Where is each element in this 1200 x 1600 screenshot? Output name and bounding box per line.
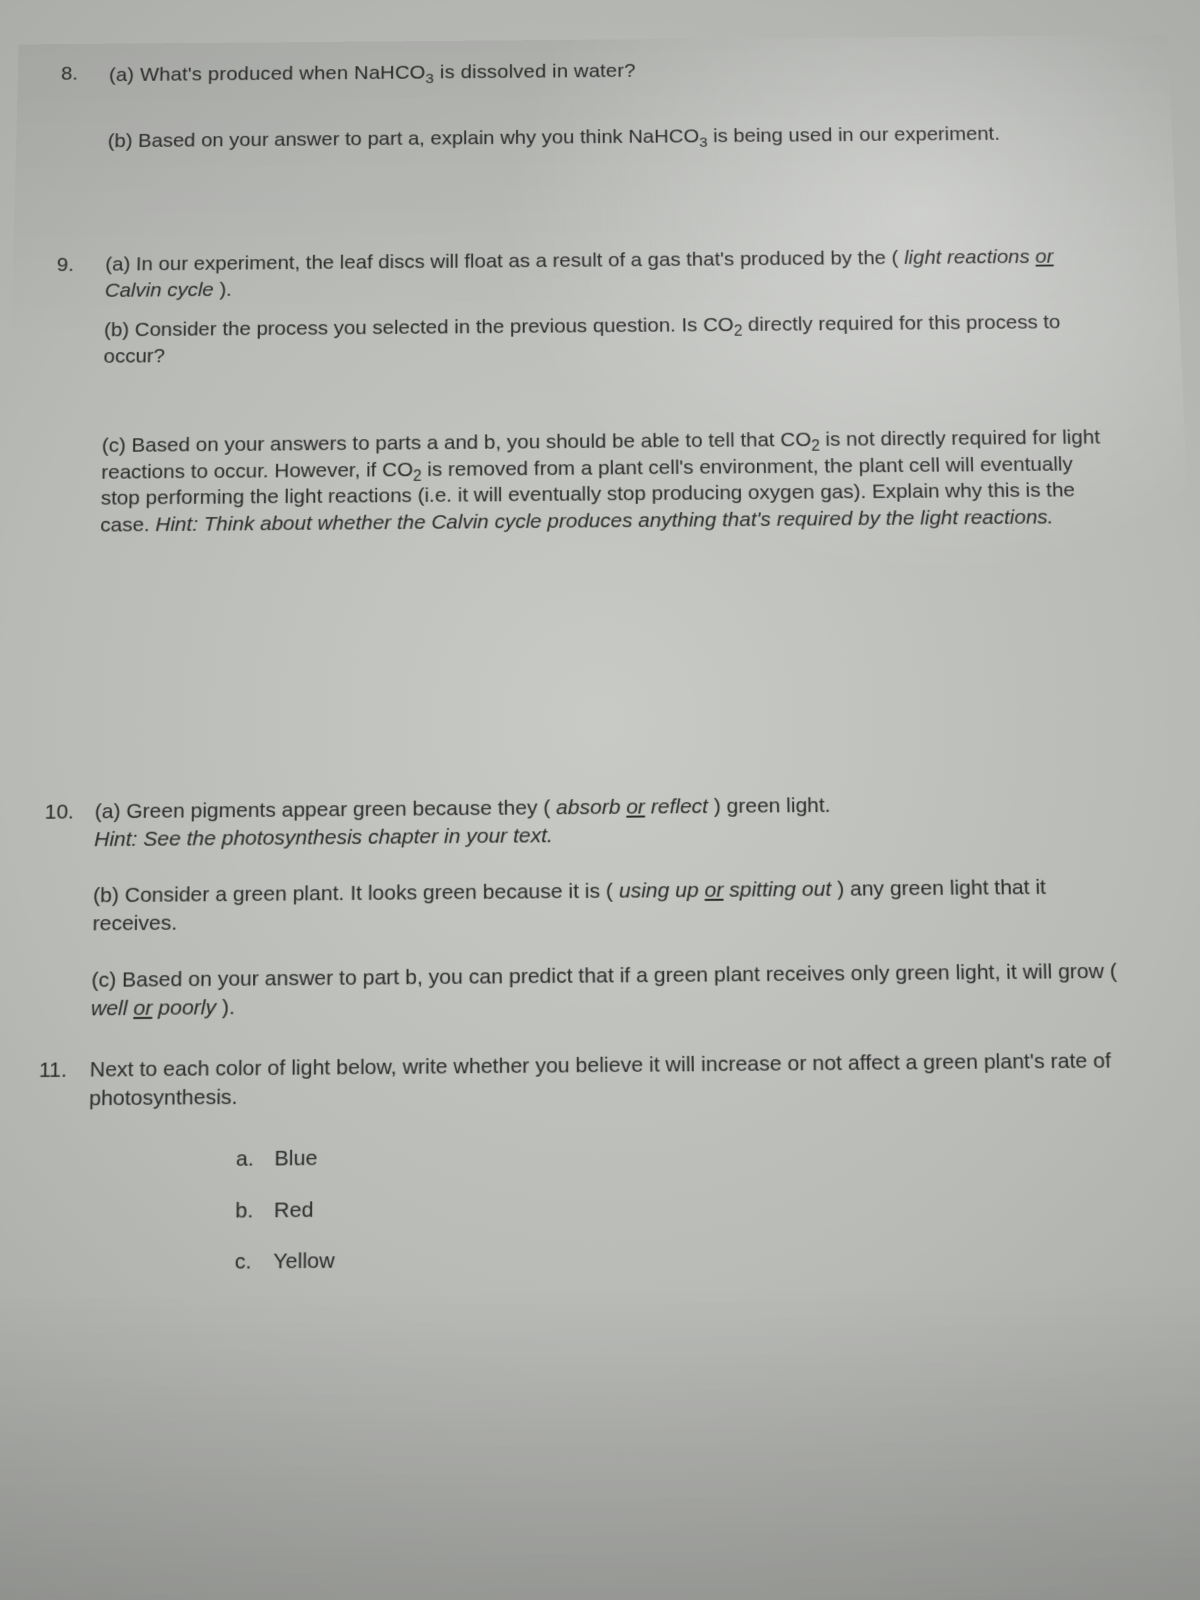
question-10a-text: (a) Green pigments appear green because … [94, 790, 1122, 854]
question-8: 8. (a) What's produced when NaHCO3 is di… [109, 54, 1094, 103]
question-9c-text: (c) Based on your answers to parts a and… [100, 426, 1100, 536]
question-8-number: 8. [61, 62, 78, 87]
question-9-number: 9. [57, 252, 75, 278]
question-10c: (c) Based on your answer to part b, you … [91, 958, 1128, 1023]
question-11: 11. Next to each color of light below, w… [89, 1047, 1132, 1113]
list-item-letter: a. [236, 1145, 269, 1174]
question-10b-text: (b) Consider a green plant. It looks gre… [92, 876, 1046, 935]
list-item-letter: c. [235, 1248, 268, 1277]
question-9a-text: (a) In our experiment, the leaf discs wi… [105, 244, 1101, 304]
question-10-number: 10. [44, 799, 74, 827]
question-11-text: Next to each color of light below, write… [89, 1049, 1111, 1110]
list-item: a. Blue [236, 1144, 336, 1174]
question-11-color-list: a. Blue b. Red c. Yellow [234, 1144, 335, 1300]
question-10c-text: (c) Based on your answer to part b, you … [91, 960, 1118, 1020]
list-item-label: Yellow [273, 1249, 335, 1274]
question-8b: (b) Based on your answer to part a, expl… [107, 122, 1095, 155]
question-9c: (c) Based on your answers to parts a and… [100, 424, 1110, 539]
question-9b: (b) Consider the process you selected in… [103, 309, 1103, 370]
question-9: 9. (a) In our experiment, the leaf discs… [104, 244, 1101, 321]
question-8b-text: (b) Based on your answer to part a, expl… [108, 124, 1001, 152]
question-8a-text: (a) What's produced when NaHCO3 is disso… [109, 59, 636, 88]
list-item-letter: b. [235, 1196, 268, 1225]
question-10b: (b) Consider a green plant. It looks gre… [92, 873, 1125, 938]
list-item: c. Yellow [235, 1247, 335, 1277]
list-item-label: Red [274, 1198, 314, 1222]
list-item-label: Blue [274, 1146, 317, 1170]
question-10: 10. (a) Green pigments appear green beca… [94, 790, 1122, 854]
list-item: b. Red [235, 1196, 335, 1226]
question-11-number: 11. [39, 1056, 68, 1085]
question-9b-text: (b) Consider the process you selected in… [103, 311, 1060, 367]
